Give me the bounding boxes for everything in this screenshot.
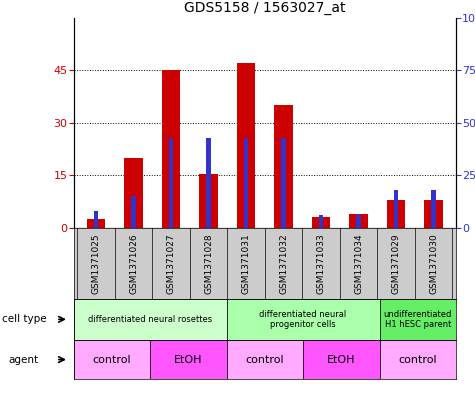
Text: EtOH: EtOH bbox=[327, 354, 355, 365]
Text: control: control bbox=[399, 354, 437, 365]
Bar bbox=[199, 174, 218, 228]
Bar bbox=[237, 63, 256, 228]
Bar bbox=[281, 138, 286, 228]
Bar bbox=[74, 340, 150, 379]
Bar bbox=[87, 219, 105, 228]
Bar bbox=[150, 340, 227, 379]
Bar bbox=[303, 340, 380, 379]
Bar bbox=[431, 190, 436, 228]
Bar bbox=[227, 299, 380, 340]
Bar bbox=[424, 200, 443, 228]
Bar bbox=[319, 215, 323, 228]
Text: GSM1371026: GSM1371026 bbox=[129, 233, 138, 294]
Bar bbox=[132, 196, 136, 228]
Bar bbox=[74, 299, 227, 340]
Text: GSM1371029: GSM1371029 bbox=[391, 233, 400, 294]
Text: GSM1371030: GSM1371030 bbox=[429, 233, 438, 294]
Bar bbox=[387, 200, 405, 228]
Title: GDS5158 / 1563027_at: GDS5158 / 1563027_at bbox=[184, 1, 346, 15]
Bar bbox=[380, 299, 456, 340]
Bar bbox=[349, 214, 368, 228]
Text: GSM1371027: GSM1371027 bbox=[167, 233, 176, 294]
Text: GSM1371034: GSM1371034 bbox=[354, 233, 363, 294]
Bar bbox=[227, 340, 303, 379]
Bar bbox=[94, 211, 98, 228]
Text: differentiated neural rosettes: differentiated neural rosettes bbox=[88, 315, 212, 324]
Bar bbox=[274, 105, 293, 228]
Text: GSM1371032: GSM1371032 bbox=[279, 233, 288, 294]
Bar bbox=[356, 215, 361, 228]
Bar bbox=[169, 138, 173, 228]
Bar bbox=[206, 138, 211, 228]
Bar bbox=[380, 340, 456, 379]
Text: GSM1371025: GSM1371025 bbox=[92, 233, 101, 294]
Bar bbox=[394, 190, 398, 228]
Text: control: control bbox=[93, 354, 131, 365]
Text: undifferentiated
H1 hESC parent: undifferentiated H1 hESC parent bbox=[384, 310, 452, 329]
Bar bbox=[162, 70, 180, 228]
Bar bbox=[244, 138, 248, 228]
Text: EtOH: EtOH bbox=[174, 354, 202, 365]
Text: control: control bbox=[246, 354, 284, 365]
Text: GSM1371028: GSM1371028 bbox=[204, 233, 213, 294]
Text: agent: agent bbox=[9, 354, 38, 365]
Text: GSM1371031: GSM1371031 bbox=[242, 233, 251, 294]
Text: GSM1371033: GSM1371033 bbox=[316, 233, 325, 294]
Bar bbox=[124, 158, 143, 228]
Text: differentiated neural
progenitor cells: differentiated neural progenitor cells bbox=[259, 310, 347, 329]
Text: cell type: cell type bbox=[2, 314, 47, 324]
Bar bbox=[312, 217, 331, 228]
